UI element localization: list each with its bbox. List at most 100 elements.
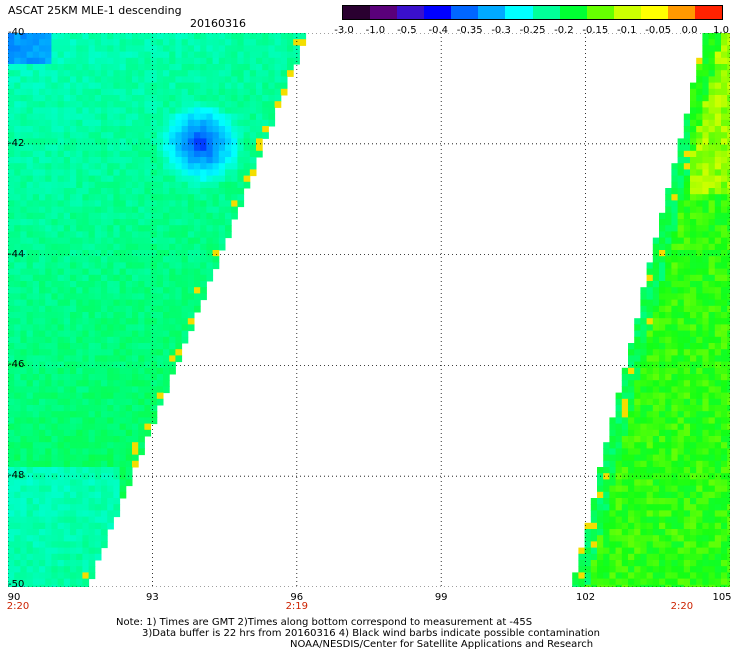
swath-cell: [82, 231, 90, 239]
swath-cell: [615, 460, 623, 468]
swath-cell: [57, 522, 65, 530]
swath-cell: [231, 76, 238, 84]
swath-cell: [107, 231, 114, 239]
swath-cell: [702, 411, 710, 418]
swath-cell: [144, 231, 152, 239]
swath-cell: [175, 163, 183, 170]
swath-cell: [57, 535, 65, 542]
swath-cell: [665, 516, 672, 524]
x-tick-label: 93: [146, 592, 159, 603]
swath-cell: [88, 76, 96, 84]
swath-cell: [677, 312, 685, 319]
swath-cell: [39, 417, 46, 425]
swath-cell: [113, 367, 121, 375]
swath-cell: [708, 274, 716, 282]
swath-cell: [609, 572, 617, 580]
swath-cell: [640, 367, 648, 375]
swath-cell: [163, 181, 170, 189]
swath-cell: [714, 491, 722, 499]
swath-cell: [714, 336, 722, 344]
swath-cell: [125, 479, 133, 487]
swath-cell: [82, 405, 90, 412]
swath-cell: [609, 516, 617, 524]
swath-cell: [14, 138, 21, 146]
swath-cell: [138, 448, 145, 456]
swath-cell: [39, 498, 46, 505]
swath-cell: [671, 231, 679, 239]
swath-cell: [138, 262, 145, 270]
swath-cell: [101, 510, 108, 518]
swath-cell: [578, 547, 586, 555]
swath-cell: [621, 547, 629, 555]
swath-cell: [94, 541, 102, 549]
swath-cell: [287, 45, 294, 53]
swath-cell: [665, 305, 672, 313]
swath-cell: [70, 349, 77, 356]
swath-cell: [156, 336, 164, 344]
swath-cell: [652, 262, 660, 270]
swath-cell: [156, 256, 164, 263]
swath-cell: [132, 398, 139, 406]
swath-cell: [88, 529, 96, 536]
swath-cell: [163, 287, 170, 294]
swath-cell: [63, 442, 71, 449]
swath-cell: [225, 175, 232, 183]
swath-cell: [634, 473, 641, 480]
swath-cell: [249, 57, 257, 65]
swath-cell: [76, 504, 83, 511]
swath-cell: [665, 318, 672, 325]
swath-cell: [677, 299, 685, 307]
swath-cell: [57, 572, 65, 580]
swath-cell: [634, 460, 641, 468]
swath-cell: [169, 95, 176, 102]
swath-cell: [615, 417, 623, 425]
swath-cell: [94, 212, 102, 220]
swath-cell: [262, 113, 269, 121]
swath-cell: [714, 138, 722, 146]
swath-cell: [45, 250, 52, 257]
swath-cell: [677, 157, 685, 164]
swath-cell: [721, 324, 728, 332]
swath-cell: [82, 256, 90, 263]
swath-cell: [683, 374, 691, 381]
swath-cell: [39, 572, 46, 580]
swath-cell: [39, 355, 46, 363]
swath-cell: [677, 553, 685, 561]
swath-cell: [70, 479, 77, 487]
swath-cell: [702, 95, 710, 102]
swath-cell: [727, 355, 730, 363]
swath-cell: [727, 225, 730, 232]
swath-cell: [696, 355, 703, 363]
swath-cell: [14, 479, 21, 487]
swath-cell: [20, 163, 28, 170]
swath-cell: [45, 231, 52, 239]
swath-cell: [51, 578, 59, 586]
swath-cell: [708, 367, 716, 375]
swath-cell: [584, 578, 592, 586]
swath-cell: [82, 250, 90, 257]
swath-cell: [8, 529, 15, 536]
swath-cell: [181, 318, 189, 325]
swath-cell: [76, 219, 83, 226]
swath-cell: [708, 448, 716, 456]
swath-cell: [63, 584, 71, 587]
swath-cell: [32, 107, 40, 115]
swath-cell: [621, 442, 629, 449]
swath-cell: [8, 504, 15, 511]
swath-cell: [683, 243, 691, 251]
swath-cell: [665, 429, 672, 437]
swath-cell: [101, 293, 108, 301]
swath-cell: [51, 417, 59, 425]
swath-cell: [144, 206, 152, 214]
swath-cell: [156, 200, 164, 208]
swath-cell: [14, 268, 21, 276]
swath-cell: [26, 119, 34, 127]
swath-cell: [690, 336, 697, 344]
swath-cell: [32, 169, 40, 177]
swath-cell: [94, 76, 102, 84]
swath-cell: [88, 460, 96, 468]
swath-cell: [132, 231, 139, 239]
swath-cell: [144, 429, 152, 437]
swath-cell: [101, 429, 108, 437]
swath-cell: [32, 82, 40, 90]
